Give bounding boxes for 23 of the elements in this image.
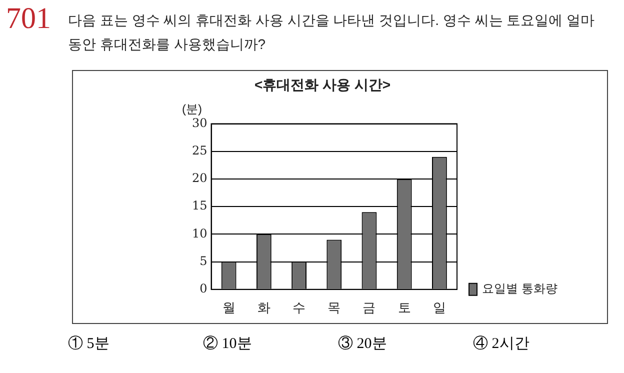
y-tick-label: 10 bbox=[192, 226, 208, 240]
y-tick-label: 5 bbox=[200, 254, 208, 268]
y-tick-label: 20 bbox=[192, 171, 208, 186]
x-tick-label: 금 bbox=[362, 300, 376, 315]
y-axis-title: (분) bbox=[182, 102, 202, 116]
x-tick-label: 월 bbox=[222, 300, 236, 315]
text: ④ 2시간 bbox=[473, 334, 530, 353]
x-tick-label: 목 bbox=[328, 300, 341, 315]
y-tick-label: 25 bbox=[192, 144, 208, 158]
text: 701 bbox=[6, 2, 51, 36]
y-tick-label: 30 bbox=[192, 116, 208, 130]
x-tick-label: 토 bbox=[398, 300, 411, 315]
chart-title: <휴대전화 사용 시간> bbox=[254, 76, 391, 92]
x-tick-label: 화 bbox=[257, 300, 270, 315]
text: 다음 표는 영수 씨의 휴대전화 사용 시간을 나타낸 것입니다. 영수 씨는 토요일에 얼마 동안 휴대전화를 사용했습니까? bbox=[68, 11, 596, 54]
text: ① 5분 bbox=[68, 334, 110, 353]
x-tick-label: 수 bbox=[292, 300, 306, 315]
text: ② 10분 bbox=[203, 334, 253, 353]
x-tick-label: 일 bbox=[432, 300, 446, 315]
text: ③ 20분 bbox=[338, 334, 388, 353]
y-tick-label: 0 bbox=[200, 282, 208, 296]
y-tick-label: 15 bbox=[192, 198, 208, 213]
legend-label: 요일별 통화량 bbox=[482, 282, 558, 296]
